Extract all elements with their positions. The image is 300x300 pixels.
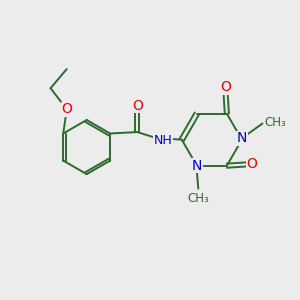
- Text: CH₃: CH₃: [188, 192, 209, 205]
- Text: O: O: [132, 98, 143, 112]
- Text: N: N: [237, 131, 247, 145]
- Text: N: N: [192, 159, 202, 173]
- Text: CH₃: CH₃: [265, 116, 286, 128]
- Text: O: O: [220, 80, 231, 94]
- Text: NH: NH: [154, 134, 172, 147]
- Text: O: O: [246, 157, 257, 171]
- Text: O: O: [61, 102, 72, 116]
